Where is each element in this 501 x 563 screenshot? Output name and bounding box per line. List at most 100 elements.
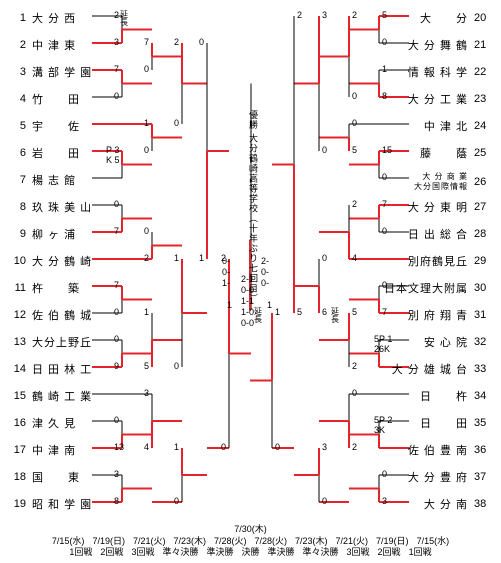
- svg-text:1: 1: [275, 307, 280, 317]
- team-name: 津 久 見: [32, 415, 76, 431]
- svg-text:0: 0: [144, 226, 149, 236]
- svg-text:0: 0: [221, 442, 226, 452]
- svg-text:0: 0: [352, 91, 357, 101]
- round-label: 1回戦: [409, 547, 432, 559]
- svg-text:6: 6: [322, 307, 327, 317]
- team-name: 日 田: [420, 415, 468, 431]
- svg-text:0: 0: [174, 496, 179, 506]
- team-right-20: 大 分20: [420, 10, 490, 26]
- team-left-8: 8 玖 珠 美 山: [10, 199, 92, 215]
- svg-text:2: 2: [297, 10, 302, 20]
- svg-text:1: 1: [382, 64, 387, 74]
- team-right-26: 大 分 商 業大分国際情報 26: [414, 172, 490, 192]
- team-right-28: 日 出 総 合28: [408, 226, 490, 242]
- date: 7/15(水): [52, 536, 85, 548]
- seed: 19: [10, 498, 26, 510]
- svg-text:8: 8: [114, 496, 119, 506]
- svg-text:4: 4: [352, 253, 357, 263]
- team-name: 大 分 鶴 崎: [32, 253, 92, 269]
- date: 7/28(火): [214, 536, 247, 548]
- team-right-24: 中 津 北 24: [424, 118, 490, 134]
- svg-text:5: 5: [352, 145, 357, 155]
- svg-text:7: 7: [144, 37, 149, 47]
- seed: 8: [10, 201, 26, 213]
- team-right-36: 佐 伯 豊 南36: [408, 442, 490, 458]
- team-name: 大 分 豊 府: [408, 469, 468, 485]
- team-name: 中 津 北: [424, 118, 468, 134]
- team-name: 大分上野丘: [32, 334, 92, 350]
- seed: 35: [474, 417, 490, 429]
- svg-text:0: 0: [199, 37, 204, 47]
- team-left-18: 18 国 東: [10, 469, 80, 485]
- team-left-4: 4竹 田: [10, 91, 80, 107]
- svg-text:0: 0: [382, 172, 387, 182]
- svg-text:13: 13: [114, 442, 124, 452]
- team-name: 大 分 工 業: [408, 91, 468, 107]
- svg-text:0: 0: [114, 415, 119, 425]
- svg-text:2: 2: [352, 10, 357, 20]
- seed: 15: [10, 390, 26, 402]
- team-left-7: 7楊 志 館: [10, 172, 76, 188]
- team-left-2: 2 中 津 東: [10, 37, 76, 53]
- team-name: 玖 珠 美 山: [32, 199, 92, 215]
- svg-text:P 3: P 3: [106, 145, 119, 155]
- date: 7/15(水): [417, 536, 450, 548]
- round-label: 3回戦: [347, 547, 370, 559]
- team-left-3: 3溝 部 学 園: [10, 64, 92, 80]
- seed: 16: [10, 417, 26, 429]
- team-name: 国 東: [32, 469, 80, 485]
- final-detail-center: 2-1 0-0 1-1 1-0 0-0: [241, 274, 254, 329]
- date: 7/21(火): [133, 536, 166, 548]
- team-name: 溝 部 学 園: [32, 64, 92, 80]
- round-label: 2回戦: [378, 547, 401, 559]
- team-name: 竹 田: [32, 91, 80, 107]
- svg-text:7: 7: [382, 199, 387, 209]
- seed: 24: [474, 120, 490, 132]
- svg-text:0: 0: [352, 118, 357, 128]
- date: 7/19(日): [92, 536, 125, 548]
- seed: 9: [10, 228, 26, 240]
- svg-text:1: 1: [144, 307, 149, 317]
- team-name: 昭 和 学 園: [32, 496, 92, 512]
- final-right-score: 1: [267, 300, 272, 310]
- svg-text:1: 1: [174, 253, 179, 263]
- team-name: 中 津 東: [32, 37, 76, 53]
- svg-text:0: 0: [322, 145, 327, 155]
- seed: 1: [10, 12, 26, 24]
- dates-footer: 7/30(木) 7/15(水) 7/19(日) 7/21(火) 7/23(木) 7/28…: [0, 524, 501, 559]
- final-left-score: 1: [227, 300, 232, 310]
- svg-text:0: 0: [174, 118, 179, 128]
- final-date: 7/30(木): [0, 524, 501, 536]
- svg-text:延長: 延長: [120, 9, 129, 27]
- seed: 21: [474, 39, 490, 51]
- seed: 12: [10, 309, 26, 321]
- svg-text:0: 0: [114, 91, 119, 101]
- team-left-9: 9柳 ヶ 浦: [10, 226, 76, 242]
- team-left-14: 14日 田 林 工: [10, 361, 92, 377]
- seed: 26: [474, 176, 490, 188]
- svg-text:1: 1: [199, 253, 204, 263]
- team-name: 杵 築: [32, 280, 80, 296]
- svg-text:3: 3: [144, 388, 149, 398]
- svg-text:0: 0: [275, 442, 280, 452]
- svg-text:7: 7: [114, 280, 119, 290]
- team-right-37: 大 分 豊 府 37: [408, 469, 490, 485]
- seed: 37: [474, 471, 490, 483]
- seed: 34: [474, 390, 490, 402]
- svg-text:9: 9: [114, 361, 119, 371]
- svg-text:2: 2: [352, 442, 357, 452]
- team-name: 大 分 商 業大分国際情報: [414, 172, 468, 192]
- team-name: 楊 志 館: [32, 172, 76, 188]
- svg-text:7: 7: [114, 64, 119, 74]
- date: 7/23(木): [173, 536, 206, 548]
- seed: 2: [10, 39, 26, 51]
- team-left-12: 12佐 伯 鶴 城: [10, 307, 92, 323]
- svg-text:3: 3: [322, 442, 327, 452]
- round-label: 1回戦: [69, 547, 92, 559]
- seed: 18: [10, 471, 26, 483]
- svg-text:0: 0: [352, 388, 357, 398]
- date: 7/21(火): [336, 536, 369, 548]
- svg-text:0: 0: [144, 145, 149, 155]
- seed: 10: [10, 255, 26, 267]
- seed: 38: [474, 498, 490, 510]
